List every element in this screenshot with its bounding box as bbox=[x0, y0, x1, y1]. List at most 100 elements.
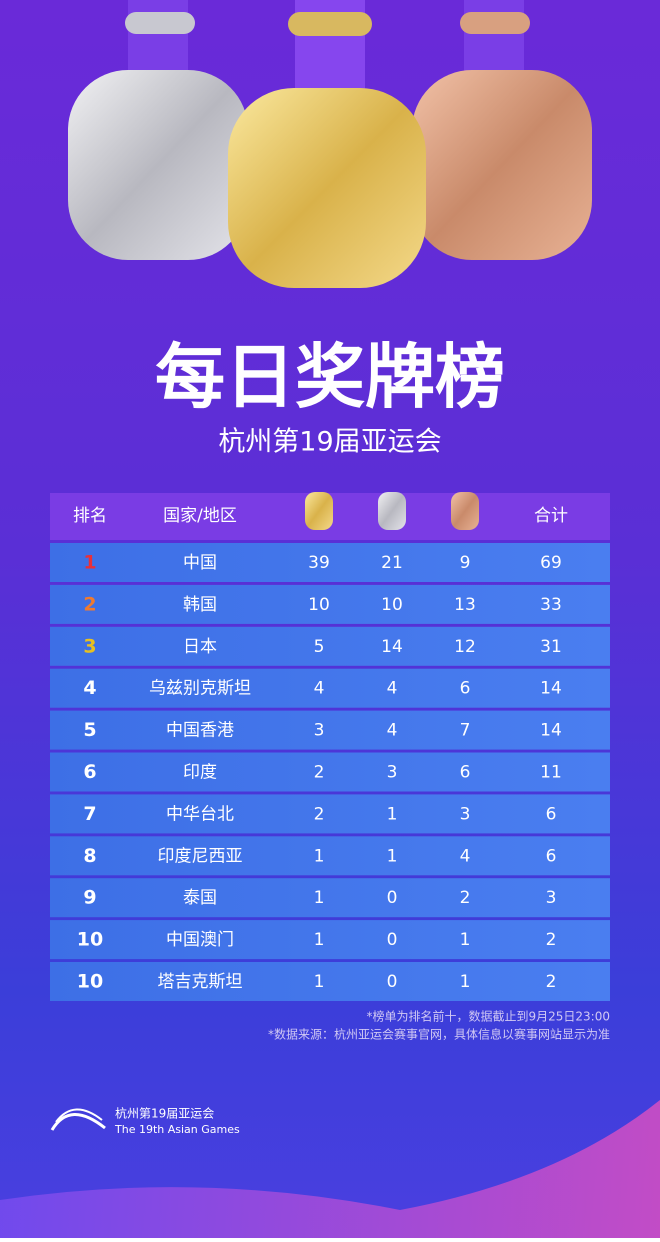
medal-count: 14 bbox=[540, 721, 562, 741]
medal-count: 3 bbox=[387, 763, 398, 783]
medal-count: 3 bbox=[460, 804, 471, 824]
medal-count: 33 bbox=[540, 595, 562, 615]
table-row bbox=[50, 710, 610, 750]
medals bbox=[68, 0, 592, 288]
medal-count: 4 bbox=[460, 846, 471, 866]
rank: 10 bbox=[77, 929, 103, 951]
rank: 10 bbox=[77, 971, 103, 993]
logo-mark bbox=[50, 1113, 106, 1131]
medal-count: 10 bbox=[381, 595, 403, 615]
gold-medal bbox=[228, 88, 426, 288]
title: 每日奖牌榜 bbox=[155, 336, 505, 418]
medal-count: 2 bbox=[314, 804, 325, 824]
medal-count: 1 bbox=[387, 804, 398, 824]
medal-count: 21 bbox=[381, 553, 403, 573]
wave bbox=[0, 1100, 660, 1238]
medal-count: 6 bbox=[460, 679, 471, 699]
medal-count: 4 bbox=[387, 679, 398, 699]
bronze-icon bbox=[451, 492, 479, 530]
country: 日本 bbox=[183, 637, 217, 657]
table-row bbox=[50, 920, 610, 960]
medal-count: 31 bbox=[540, 637, 562, 657]
medal-count: 6 bbox=[546, 804, 557, 824]
medal-count: 13 bbox=[454, 595, 476, 615]
table-row bbox=[50, 962, 610, 1001]
medal-count: 14 bbox=[381, 637, 403, 657]
medal-count: 6 bbox=[546, 846, 557, 866]
rank: 5 bbox=[83, 719, 96, 741]
logo-mark bbox=[55, 1108, 103, 1123]
medal-count: 14 bbox=[540, 679, 562, 699]
country: 乌兹别克斯坦 bbox=[149, 679, 251, 699]
medal-count: 1 bbox=[460, 972, 471, 992]
medal-count: 6 bbox=[460, 763, 471, 783]
footer-name: 杭州第19届亚运会 bbox=[115, 1106, 214, 1121]
table-body: 1 中国 39 21 9 692 韩国 10 10 13 333 日本 5 14 12 314 乌兹别克斯坦 4 4… bbox=[50, 543, 610, 1001]
header-cell: 合计 bbox=[534, 506, 568, 526]
country: 中国香港 bbox=[166, 721, 234, 741]
medal-count: 9 bbox=[460, 553, 471, 573]
silver-medal bbox=[68, 70, 248, 260]
medal-count: 0 bbox=[387, 888, 398, 908]
medal-count: 1 bbox=[314, 846, 325, 866]
medal-count: 4 bbox=[387, 721, 398, 741]
logo bbox=[50, 1108, 106, 1131]
rank: 4 bbox=[83, 677, 96, 699]
table-row bbox=[50, 878, 610, 918]
medal-count: 12 bbox=[454, 637, 476, 657]
footer-english: The 19th Asian Games bbox=[114, 1123, 240, 1136]
silver-icon bbox=[378, 492, 406, 530]
rank: 2 bbox=[83, 593, 96, 615]
medal-count: 3 bbox=[314, 721, 325, 741]
medal-count: 2 bbox=[546, 930, 557, 950]
medal-count: 1 bbox=[460, 930, 471, 950]
medal-count: 10 bbox=[308, 595, 330, 615]
note: *榜单为排名前十，数据截止到9月25日23:00 bbox=[367, 1009, 611, 1024]
medal-count: 1 bbox=[314, 972, 325, 992]
clasp bbox=[125, 12, 195, 34]
medal-count: 1 bbox=[387, 846, 398, 866]
medal-count: 1 bbox=[314, 930, 325, 950]
medal-count: 0 bbox=[387, 930, 398, 950]
country: 塔吉克斯坦 bbox=[158, 972, 243, 992]
rank: 6 bbox=[83, 761, 96, 783]
medal-count: 2 bbox=[460, 888, 471, 908]
clasp bbox=[460, 12, 530, 34]
note: *数据来源：杭州亚运会赛事官网，具体信息以赛事网站显示为准 bbox=[268, 1027, 610, 1042]
medal-count: 1 bbox=[314, 888, 325, 908]
subtitle: 杭州第19届亚运会 bbox=[218, 427, 441, 458]
clasp bbox=[288, 12, 372, 36]
header-cell: 排名 bbox=[73, 506, 107, 526]
medal-count: 3 bbox=[546, 888, 557, 908]
medal-count: 5 bbox=[314, 637, 325, 657]
table-row bbox=[50, 794, 610, 834]
country: 印度 bbox=[183, 763, 217, 783]
country: 中华台北 bbox=[166, 804, 234, 824]
table-row bbox=[50, 584, 610, 624]
bronze-medal bbox=[412, 70, 592, 260]
gold-icon bbox=[305, 492, 333, 530]
medal-count: 4 bbox=[314, 679, 325, 699]
rank: 8 bbox=[83, 845, 96, 867]
table-row bbox=[50, 626, 610, 666]
table-row bbox=[50, 752, 610, 792]
country: 泰国 bbox=[183, 888, 217, 908]
table-row bbox=[50, 543, 610, 582]
medal-count: 2 bbox=[314, 763, 325, 783]
table-row bbox=[50, 836, 610, 876]
medal-count: 11 bbox=[540, 763, 562, 783]
rank: 7 bbox=[83, 803, 96, 825]
medal-count: 0 bbox=[387, 972, 398, 992]
medal-count: 39 bbox=[308, 553, 330, 573]
country: 中国澳门 bbox=[166, 930, 234, 950]
medal-count: 69 bbox=[540, 553, 562, 573]
rank: 3 bbox=[83, 635, 96, 657]
medal-count: 7 bbox=[460, 721, 471, 741]
country: 印度尼西亚 bbox=[158, 846, 243, 866]
country: 韩国 bbox=[183, 595, 217, 615]
header-cell: 国家/地区 bbox=[163, 506, 237, 526]
medal-count: 2 bbox=[546, 972, 557, 992]
country: 中国 bbox=[183, 553, 217, 573]
